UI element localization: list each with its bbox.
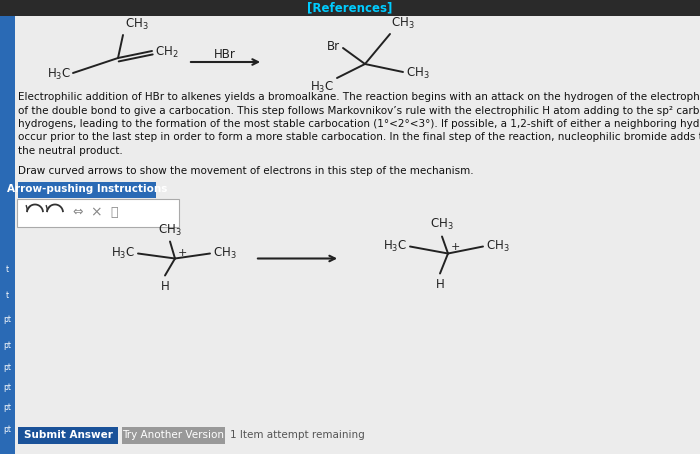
Text: pt: pt [4,404,11,413]
Text: CH$_3$: CH$_3$ [430,217,454,232]
FancyBboxPatch shape [17,198,179,227]
Text: the neutral product.: the neutral product. [18,146,122,156]
Text: pt: pt [4,316,11,325]
Text: H: H [435,277,444,291]
Text: CH$_2$: CH$_2$ [155,44,178,59]
Text: [References]: [References] [307,1,393,15]
Text: 1 Item attempt remaining: 1 Item attempt remaining [230,430,365,440]
Text: Electrophilic addition of HBr to alkenes yields a bromoalkane. The reaction begi: Electrophilic addition of HBr to alkenes… [18,92,700,102]
FancyBboxPatch shape [122,427,225,444]
Text: Arrow-pushing Instructions: Arrow-pushing Instructions [7,184,167,194]
Text: pt: pt [4,384,11,393]
Text: Draw curved arrows to show the movement of electrons in this step of the mechani: Draw curved arrows to show the movement … [18,166,474,176]
Text: occur prior to the last step in order to form a more stable carbocation. In the : occur prior to the last step in order to… [18,133,700,143]
Text: pt: pt [4,340,11,350]
Text: CH$_3$: CH$_3$ [158,222,182,237]
Text: CH$_3$: CH$_3$ [406,65,430,80]
Text: H$_3$C: H$_3$C [111,246,135,261]
Text: CH$_3$: CH$_3$ [391,16,414,31]
Text: CH$_3$: CH$_3$ [486,239,510,254]
Text: hydrogens, leading to the formation of the most stable carbocation (1°<2°<3°). I: hydrogens, leading to the formation of t… [18,119,699,129]
Text: Try Another Version: Try Another Version [122,430,225,440]
FancyBboxPatch shape [18,427,118,444]
Text: ×: × [90,206,101,219]
Text: of the double bond to give a carbocation. This step follows Markovnikov’s rule w: of the double bond to give a carbocation… [18,105,700,115]
Text: ⧆: ⧆ [111,206,118,219]
Text: HBr: HBr [214,48,236,60]
Bar [0,16,15,454]
FancyBboxPatch shape [18,182,156,197]
Bar [0,0,700,16]
Text: H: H [160,280,169,292]
Text: H$_3$C: H$_3$C [47,66,71,82]
Text: CH$_3$: CH$_3$ [213,246,237,261]
Text: Submit Answer: Submit Answer [24,430,113,440]
Text: ⇔: ⇔ [73,206,83,219]
Text: H$_3$C: H$_3$C [310,80,334,95]
Text: pt: pt [4,425,11,434]
Text: t: t [6,266,9,275]
Text: t: t [6,291,9,300]
Text: pt: pt [4,364,11,372]
Text: +: + [450,242,460,252]
Text: +: + [177,247,187,257]
Text: CH$_3$: CH$_3$ [125,17,148,32]
Text: H$_3$C: H$_3$C [383,239,407,254]
Text: Br: Br [327,40,340,54]
